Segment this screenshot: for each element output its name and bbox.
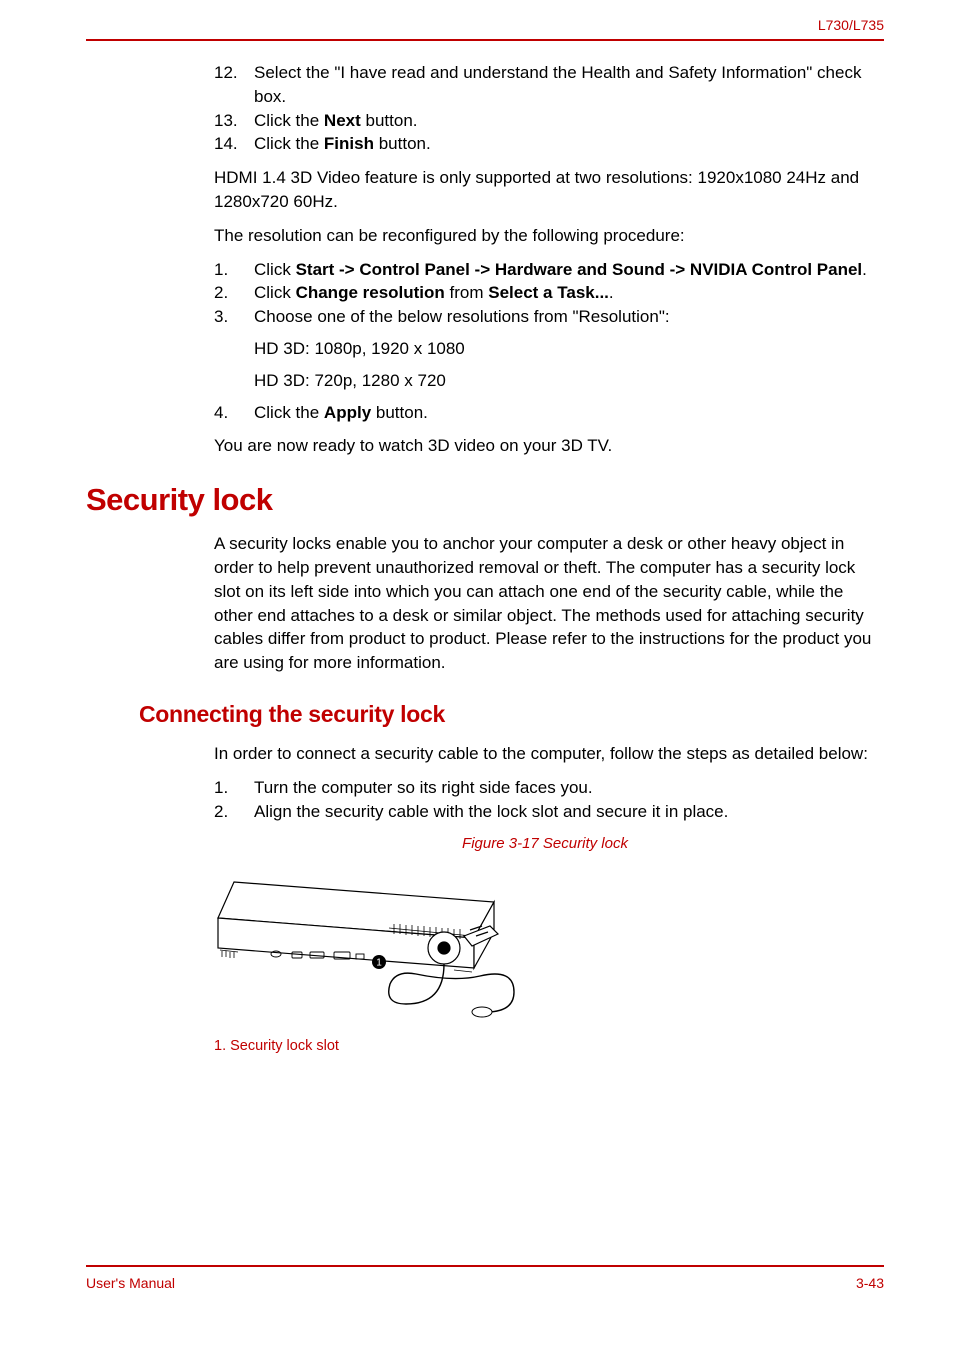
bold-text: Select a Task... bbox=[488, 283, 609, 302]
text-fragment: button. bbox=[361, 111, 418, 130]
text-fragment: Click the bbox=[254, 134, 324, 153]
text-fragment: button. bbox=[374, 134, 431, 153]
callout-number: 1 bbox=[376, 958, 382, 969]
step-number: 3. bbox=[214, 305, 254, 329]
bold-text: Next bbox=[324, 111, 361, 130]
footer-title: User's Manual bbox=[86, 1275, 175, 1291]
step-text: Click Change resolution from Select a Ta… bbox=[254, 281, 876, 305]
paragraph: The resolution can be reconfigured by th… bbox=[214, 224, 876, 248]
step-14: 14. Click the Finish button. bbox=[214, 132, 876, 156]
bold-text: Start -> Control Panel -> Hardware and S… bbox=[296, 260, 863, 279]
text-fragment: Click bbox=[254, 260, 296, 279]
resolution-option: HD 3D: 720p, 1280 x 720 bbox=[254, 369, 876, 393]
step-4: 4. Click the Apply button. bbox=[214, 401, 876, 425]
step-text: Click Start -> Control Panel -> Hardware… bbox=[254, 258, 876, 282]
step-1: 1. Click Start -> Control Panel -> Hardw… bbox=[214, 258, 876, 282]
paragraph: You are now ready to watch 3D video on y… bbox=[214, 434, 876, 458]
step-text: Choose one of the below resolutions from… bbox=[254, 305, 876, 329]
step-text: Click the Apply button. bbox=[254, 401, 876, 425]
step-12: 12. Select the "I have read and understa… bbox=[214, 61, 876, 109]
text-fragment: button. bbox=[371, 403, 428, 422]
step-text: Turn the computer so its right side face… bbox=[254, 776, 876, 800]
step-number: 2. bbox=[214, 800, 254, 824]
bold-text: Change resolution bbox=[296, 283, 445, 302]
paragraph: A security locks enable you to anchor yo… bbox=[86, 532, 884, 675]
step-2: 2. Click Change resolution from Select a… bbox=[214, 281, 876, 305]
text-fragment: from bbox=[445, 283, 488, 302]
step-number: 13. bbox=[214, 109, 254, 133]
text-fragment: Click the bbox=[254, 403, 324, 422]
connect-step-2: 2. Align the security cable with the loc… bbox=[214, 800, 876, 824]
footer-page-number: 3-43 bbox=[856, 1275, 884, 1291]
paragraph: HDMI 1.4 3D Video feature is only suppor… bbox=[214, 166, 876, 214]
text-fragment: Click the bbox=[254, 111, 324, 130]
heading-security-lock: Security lock bbox=[86, 482, 884, 518]
page-footer: User's Manual 3-43 bbox=[86, 1265, 884, 1291]
text-fragment: . bbox=[862, 260, 867, 279]
step-text: Align the security cable with the lock s… bbox=[254, 800, 876, 824]
step-number: 12. bbox=[214, 61, 254, 109]
paragraph: In order to connect a security cable to … bbox=[214, 742, 876, 766]
step-text: Select the "I have read and understand t… bbox=[254, 61, 876, 109]
bold-text: Apply bbox=[324, 403, 371, 422]
step-number: 2. bbox=[214, 281, 254, 305]
bold-text: Finish bbox=[324, 134, 374, 153]
header-model: L730/L735 bbox=[86, 17, 884, 39]
resolution-option: HD 3D: 1080p, 1920 x 1080 bbox=[254, 337, 876, 361]
text-fragment: . bbox=[609, 283, 614, 302]
figure-security-lock: 1 bbox=[214, 864, 876, 1024]
step-number: 14. bbox=[214, 132, 254, 156]
heading-connecting: Connecting the security lock bbox=[139, 701, 884, 728]
step-number: 1. bbox=[214, 258, 254, 282]
text-fragment: Click bbox=[254, 283, 296, 302]
step-3: 3. Choose one of the below resolutions f… bbox=[214, 305, 876, 329]
connect-step-1: 1. Turn the computer so its right side f… bbox=[214, 776, 876, 800]
footer-divider bbox=[86, 1265, 884, 1267]
figure-caption: Figure 3-17 Security lock bbox=[214, 833, 876, 854]
laptop-lock-illustration-icon: 1 bbox=[214, 864, 544, 1024]
step-13: 13. Click the Next button. bbox=[214, 109, 876, 133]
figure-legend: 1. Security lock slot bbox=[214, 1036, 876, 1056]
step-number: 1. bbox=[214, 776, 254, 800]
header-divider bbox=[86, 39, 884, 41]
step-text: Click the Finish button. bbox=[254, 132, 876, 156]
step-text: Click the Next button. bbox=[254, 109, 876, 133]
step-number: 4. bbox=[214, 401, 254, 425]
